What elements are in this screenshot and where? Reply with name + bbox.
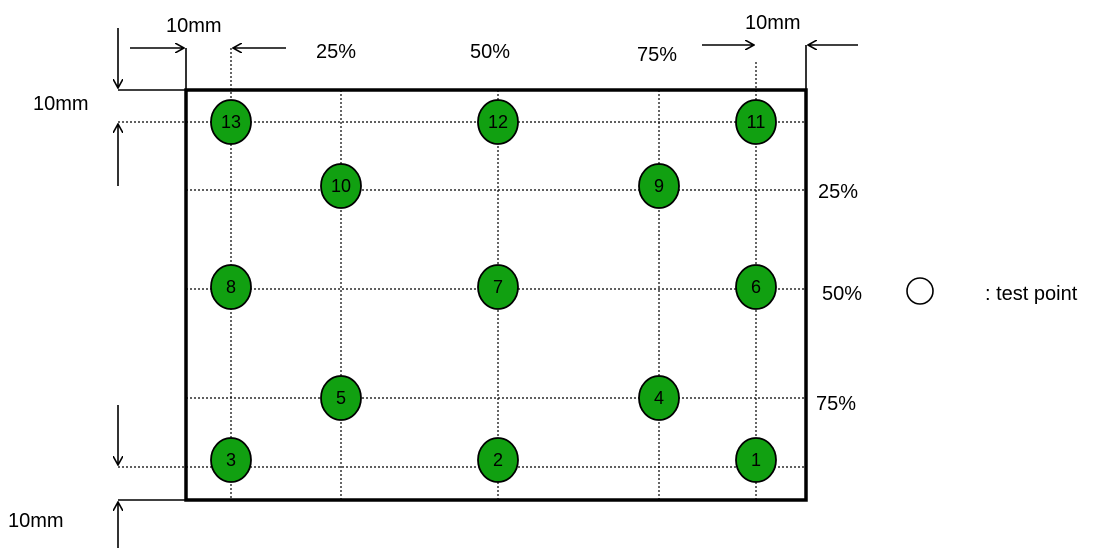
legend: : test point xyxy=(906,277,1078,305)
test-point-12: 12 xyxy=(477,99,519,145)
test-point-label: 1 xyxy=(751,450,761,470)
test-point-circle xyxy=(320,163,362,209)
test-point-6: 6 xyxy=(735,264,777,310)
test-point-circle xyxy=(210,437,252,483)
test-point-circle xyxy=(735,264,777,310)
test-point-label: 13 xyxy=(221,112,241,132)
label-row-75: 75% xyxy=(816,393,856,415)
label-col-50: 50% xyxy=(470,41,510,63)
test-point-label: 12 xyxy=(488,112,508,132)
test-point-label: 2 xyxy=(493,450,503,470)
label-col-25: 25% xyxy=(316,41,356,63)
test-point-label: 8 xyxy=(226,277,236,297)
label-left-top-margin: 10mm xyxy=(33,93,89,115)
label-col-75: 75% xyxy=(637,44,677,66)
test-point-7: 7 xyxy=(477,264,519,310)
test-point-label: 3 xyxy=(226,450,236,470)
legend-circle-icon xyxy=(906,277,934,305)
label-left-bottom-margin: 10mm xyxy=(8,510,64,532)
label-top-left-margin: 10mm xyxy=(166,15,222,37)
test-point-circle xyxy=(210,264,252,310)
label-top-right-margin: 10mm xyxy=(745,12,801,34)
legend-label: : test point xyxy=(985,283,1078,305)
test-point-5: 5 xyxy=(320,375,362,421)
test-point-label: 4 xyxy=(654,388,664,408)
test-point-1: 1 xyxy=(735,437,777,483)
test-point-11: 11 xyxy=(735,99,777,145)
test-point-4: 4 xyxy=(638,375,680,421)
test-point-label: 10 xyxy=(331,176,351,196)
test-point-8: 8 xyxy=(210,264,252,310)
test-point-9: 9 xyxy=(638,163,680,209)
test-point-circle xyxy=(210,99,252,145)
test-point-circle xyxy=(477,264,519,310)
test-point-2: 2 xyxy=(477,437,519,483)
test-point-circle xyxy=(477,99,519,145)
test-point-label: 6 xyxy=(751,277,761,297)
label-row-50: 50% xyxy=(822,283,862,305)
test-point-circle xyxy=(320,375,362,421)
test-point-circle xyxy=(638,163,680,209)
test-point-label: 11 xyxy=(747,112,766,132)
panel-outline xyxy=(184,88,808,502)
test-point-label: 7 xyxy=(493,277,503,297)
test-point-circle xyxy=(735,437,777,483)
test-point-10: 10 xyxy=(320,163,362,209)
test-point-13: 13 xyxy=(210,99,252,145)
label-row-25: 25% xyxy=(818,181,858,203)
test-point-3: 3 xyxy=(210,437,252,483)
test-point-circle xyxy=(638,375,680,421)
dimension-arrows xyxy=(118,28,858,548)
test-point-circle xyxy=(735,99,777,145)
test-point-label: 5 xyxy=(336,388,346,408)
test-point-circle xyxy=(477,437,519,483)
test-point-label: 9 xyxy=(654,176,664,196)
